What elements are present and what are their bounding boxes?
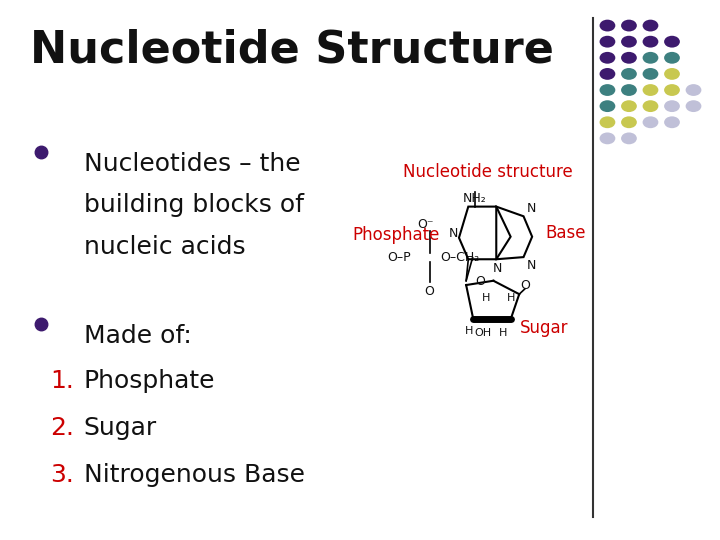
Circle shape (642, 100, 658, 112)
Circle shape (642, 84, 658, 96)
Text: Phosphate: Phosphate (353, 226, 440, 244)
Text: H: H (506, 293, 515, 303)
Circle shape (621, 100, 637, 112)
Circle shape (621, 36, 637, 48)
Text: H: H (482, 293, 490, 303)
Circle shape (621, 52, 637, 64)
Circle shape (621, 68, 637, 80)
Circle shape (642, 116, 658, 128)
Circle shape (642, 19, 658, 31)
Circle shape (664, 68, 680, 80)
Circle shape (621, 84, 637, 96)
Circle shape (600, 100, 616, 112)
Text: Nucleotide Structure: Nucleotide Structure (30, 28, 554, 71)
Circle shape (600, 52, 616, 64)
Circle shape (664, 36, 680, 48)
Text: N: N (493, 262, 503, 275)
Text: Nucleotide structure: Nucleotide structure (403, 163, 573, 180)
Circle shape (642, 68, 658, 80)
Circle shape (642, 36, 658, 48)
Text: 2.: 2. (50, 416, 74, 440)
Text: O: O (425, 285, 434, 298)
Circle shape (664, 52, 680, 64)
Text: nucleic acids: nucleic acids (84, 234, 246, 259)
Text: 3.: 3. (50, 463, 74, 487)
Circle shape (621, 116, 637, 128)
Circle shape (685, 100, 701, 112)
Text: Sugar: Sugar (84, 416, 157, 440)
Text: H: H (499, 328, 508, 338)
Text: O–P: O–P (387, 251, 411, 264)
Text: O–CH₂: O–CH₂ (441, 251, 480, 264)
Text: OH: OH (474, 328, 492, 338)
Circle shape (642, 52, 658, 64)
Text: N: N (527, 259, 536, 272)
Circle shape (600, 19, 616, 31)
Circle shape (600, 132, 616, 144)
Circle shape (664, 84, 680, 96)
Text: 1.: 1. (50, 369, 74, 393)
Text: H: H (465, 326, 473, 336)
Circle shape (600, 36, 616, 48)
Text: building blocks of: building blocks of (84, 193, 304, 217)
Circle shape (621, 132, 637, 144)
Circle shape (600, 84, 616, 96)
Text: Sugar: Sugar (520, 320, 569, 338)
Text: NH₂: NH₂ (463, 192, 487, 205)
Circle shape (621, 19, 637, 31)
Text: N: N (449, 227, 458, 240)
Circle shape (600, 68, 616, 80)
Text: Nitrogenous Base: Nitrogenous Base (84, 463, 305, 487)
Text: Base: Base (545, 225, 585, 242)
Circle shape (600, 116, 616, 128)
Text: O⁻: O⁻ (418, 218, 434, 231)
Circle shape (685, 84, 701, 96)
Text: Nucleotides – the: Nucleotides – the (84, 152, 300, 176)
Text: O: O (520, 279, 530, 292)
Text: Phosphate: Phosphate (84, 369, 215, 393)
Text: O: O (474, 275, 485, 288)
Circle shape (664, 100, 680, 112)
Text: Made of:: Made of: (84, 323, 192, 348)
Circle shape (664, 116, 680, 128)
Text: N: N (527, 201, 536, 215)
